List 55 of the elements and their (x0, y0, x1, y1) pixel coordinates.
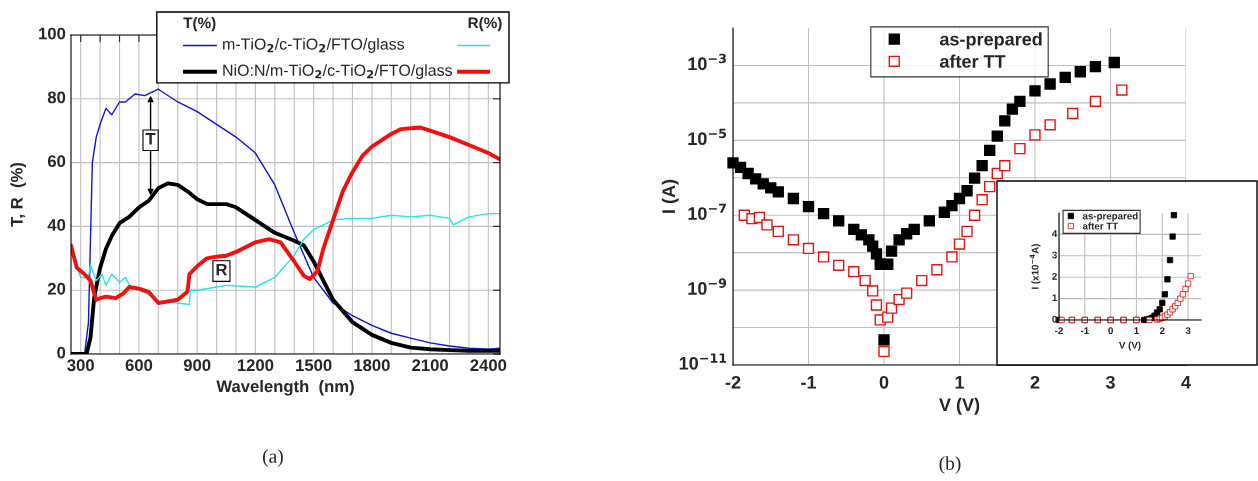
text: T(%) (183, 17, 216, 32)
x-tick-label: -2 (725, 375, 741, 389)
x-axis-title: Wavelength (nm) (216, 379, 354, 396)
legend-label: as-prepared (939, 32, 1042, 50)
annotation: R (216, 263, 228, 276)
x-tick-label: 4 (1181, 376, 1191, 389)
x-tick-label: 1 (1134, 327, 1139, 334)
x-tick-label: -2 (1055, 327, 1063, 334)
x-tick-label: 2 (1030, 375, 1040, 389)
y-tick-label: 100 (39, 27, 66, 40)
x-axis-title: V (V) (1118, 341, 1141, 351)
y-tick-label: 60 (47, 155, 66, 168)
y-tick-label: 10$^{−7}$ (688, 203, 726, 220)
x-tick-label: 2100 (412, 359, 448, 372)
y-tick-label: 10$^{−3}$ (688, 53, 726, 71)
legend-label: NiO:N/m-TiO$_{2}$/c-TiO$_{2}$/FTO/glass (223, 64, 453, 80)
y-tick-label: 0 (1052, 315, 1057, 323)
x-tick-label: 3 (1185, 327, 1191, 335)
legend-label: as-prepared (1082, 212, 1138, 222)
x-tick-label: 600 (125, 359, 153, 372)
x-tick-label: 1200 (237, 359, 274, 372)
y-tick-label: 1 (1052, 294, 1058, 302)
annotation: T (145, 133, 156, 145)
text: (a) (262, 449, 283, 467)
text: (b) (939, 456, 961, 474)
x-axis-title: V (V) (939, 397, 980, 415)
y-tick-label: 80 (47, 91, 66, 104)
y-axis-title: I (A) (661, 179, 679, 213)
y-tick-label: 10$^{−11}$ (679, 353, 727, 370)
x-tick-label: 2400 (470, 359, 507, 372)
y-tick-label: 10$^{−5}$ (688, 128, 727, 146)
x-tick-label: 300 (67, 359, 94, 372)
y-axis-title: T, R (%) (10, 162, 26, 227)
y-axis-title: I (x10$^{−4}$A) (1029, 244, 1041, 289)
y-tick-label: 0 (57, 346, 66, 359)
legend-label: after TT (1082, 222, 1119, 230)
x-tick-label: 3 (1105, 375, 1115, 389)
x-tick-label: 900 (183, 359, 211, 372)
x-tick-label: 1500 (296, 359, 332, 372)
y-tick-label: 10$^{−9}$ (688, 278, 727, 295)
x-tick-label: 1800 (354, 359, 390, 372)
x-tick-label: 2 (1159, 327, 1165, 334)
x-tick-label: 1 (955, 376, 965, 389)
legend-label: m-TiO$_{2}$/c-TiO$_{2}$/FTO/glass (223, 38, 405, 53)
x-tick-label: 0 (1108, 327, 1113, 335)
y-tick-label: 40 (47, 219, 66, 231)
x-tick-label: -1 (1080, 327, 1089, 334)
y-tick-label: 2 (1052, 272, 1057, 280)
y-tick-label: 20 (47, 282, 66, 295)
y-tick-label: 4 (1052, 230, 1058, 237)
legend-label: after TT (939, 54, 1006, 68)
y-tick-label: 3 (1052, 251, 1057, 259)
x-tick-label: -1 (801, 376, 817, 389)
x-tick-label: 0 (879, 375, 889, 389)
text: R(%) (468, 17, 502, 32)
